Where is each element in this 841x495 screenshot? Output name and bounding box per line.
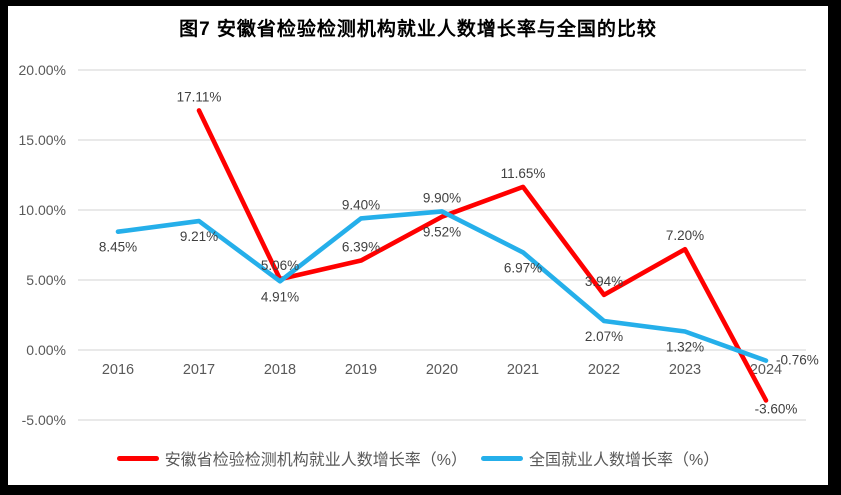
anhui-series-line — [196, 108, 769, 403]
x-tick-label: 2019 — [345, 362, 377, 378]
legend-label-national: 全国就业人数增长率（%） — [529, 452, 720, 469]
data-label: 8.45% — [99, 240, 137, 255]
data-label: 11.65% — [501, 166, 546, 181]
y-tick-label: -5.00% — [22, 412, 66, 428]
data-label: 3.94% — [585, 274, 623, 289]
data-label: -3.60% — [755, 401, 798, 416]
chart-legend: 安徽省检验检测机构就业人数增长率（%） 全国就业人数增长率（%） — [8, 446, 828, 470]
national-series-line — [115, 209, 769, 363]
data-label: 9.21% — [180, 229, 218, 244]
y-tick-label: 20.00% — [19, 62, 66, 78]
chart-canvas — [8, 6, 828, 485]
x-tick-label: 2021 — [507, 362, 539, 378]
data-label: 5.06% — [261, 258, 299, 273]
x-tick-label: 2020 — [426, 362, 458, 378]
x-tick-label: 2023 — [669, 362, 701, 378]
data-label: 6.97% — [504, 260, 542, 275]
y-tick-label: 15.00% — [19, 132, 66, 148]
data-label: 4.91% — [261, 289, 299, 304]
data-label: 1.32% — [666, 340, 704, 355]
chart-title: 图7 安徽省检验检测机构就业人数增长率与全国的比较 — [179, 19, 657, 40]
data-label: -0.76% — [776, 353, 819, 368]
legend-label-anhui: 安徽省检验检测机构就业人数增长率（%） — [164, 452, 467, 469]
y-tick-label: 10.00% — [19, 202, 66, 218]
data-label: 6.39% — [342, 240, 380, 255]
legend-item-anhui: 安徽省检验检测机构就业人数增长率（%） — [116, 446, 467, 470]
y-tick-label: 5.00% — [26, 272, 66, 288]
x-tick-label: 2018 — [264, 362, 296, 378]
x-tick-label: 2024 — [750, 362, 782, 378]
legend-item-national: 全国就业人数增长率（%） — [481, 446, 719, 470]
x-tick-label: 2016 — [102, 362, 134, 378]
data-label: 17.11% — [177, 89, 222, 104]
y-tick-label: 0.00% — [26, 342, 66, 358]
data-label: 9.40% — [342, 197, 380, 212]
anhui-line-swatch-icon — [116, 455, 159, 461]
x-tick-label: 2017 — [183, 362, 215, 378]
x-tick-label: 2022 — [588, 362, 620, 378]
data-label: 2.07% — [585, 329, 623, 344]
data-label: 9.52% — [423, 225, 461, 240]
data-label: 9.90% — [423, 190, 461, 205]
data-label: 7.20% — [666, 228, 704, 243]
national-line-swatch-icon — [481, 455, 523, 461]
